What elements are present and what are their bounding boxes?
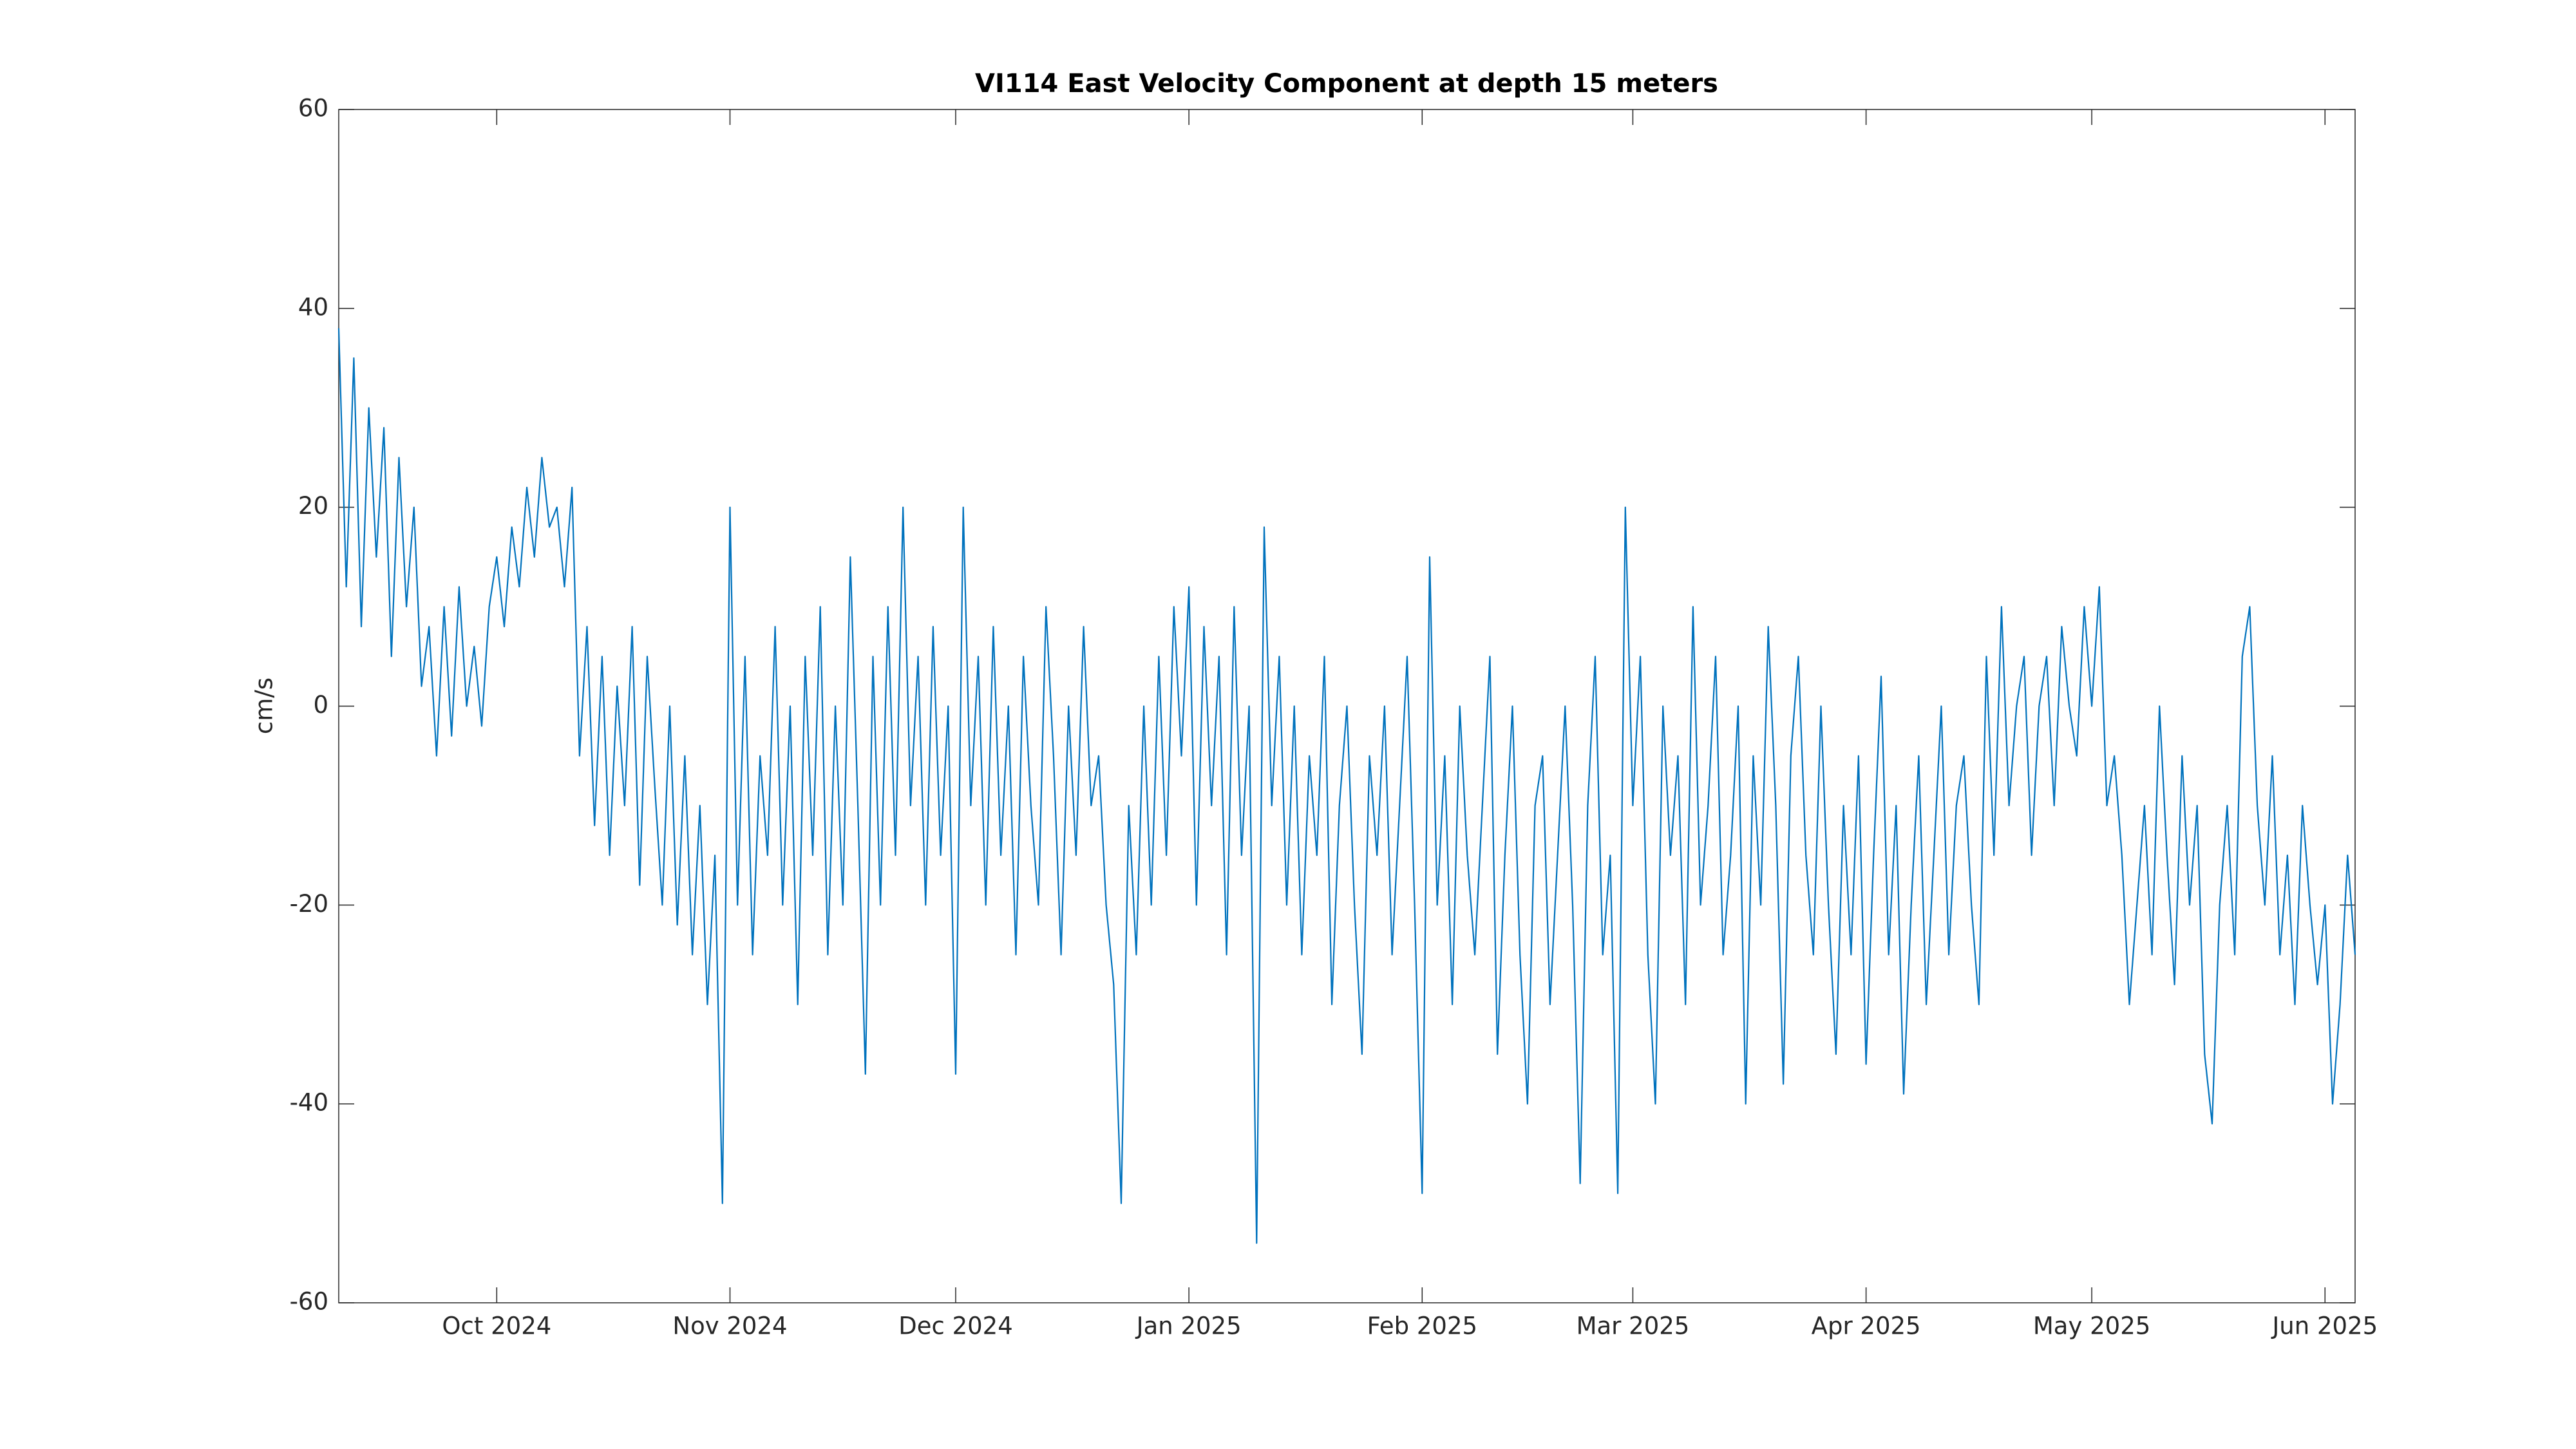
x-tick-label: Jun 2025 [2271, 1312, 2378, 1340]
y-axis-label: cm/s [251, 677, 278, 734]
x-tick-label: May 2025 [2033, 1312, 2150, 1340]
y-tick-label: 40 [298, 293, 328, 321]
x-tick-label: Feb 2025 [1367, 1312, 1477, 1340]
x-tick-label: Apr 2025 [1812, 1312, 1921, 1340]
y-tick-label: -20 [290, 890, 328, 918]
y-tick-label: 20 [298, 492, 328, 520]
x-tick-label: Mar 2025 [1577, 1312, 1690, 1340]
x-tick-label: Jan 2025 [1135, 1312, 1242, 1340]
x-tick-label: Nov 2024 [672, 1312, 787, 1340]
y-tick-label: -60 [290, 1288, 328, 1316]
y-tick-label: -40 [290, 1089, 328, 1117]
y-tick-label: 60 [298, 95, 328, 122]
data-line [337, 328, 2356, 1244]
x-tick-label: Dec 2024 [898, 1312, 1013, 1340]
chart-title: VI114 East Velocity Component at depth 1… [975, 69, 1718, 99]
y-tick-label: 0 [313, 691, 328, 719]
x-tick-label: Oct 2024 [442, 1312, 551, 1340]
